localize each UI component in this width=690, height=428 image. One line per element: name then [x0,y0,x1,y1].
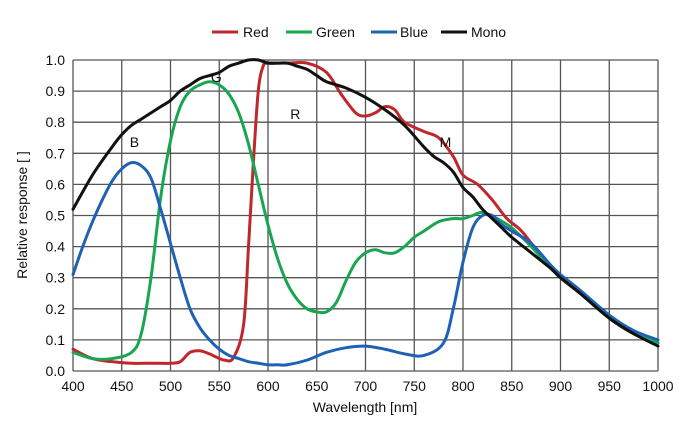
y-tick-label: 0.5 [46,208,66,224]
x-tick-label: 1000 [642,378,673,394]
y-tick-label: 0.2 [46,301,66,317]
legend: Red Green Blue Mono [212,24,506,40]
series-layer [71,58,660,367]
x-tick-label: 650 [305,378,329,394]
x-tick-label: 600 [256,378,280,394]
annotation-g: G [211,69,222,85]
annotation-r: R [290,106,300,122]
curve-annotations: G R B M [130,69,452,150]
x-tick-label: 950 [598,378,622,394]
legend-label-blue: Blue [400,24,428,40]
y-axis-title: Relative response [ ] [14,151,30,279]
y-tick-label: 0.3 [46,270,66,286]
y-tick-label: 0.8 [46,114,66,130]
legend-label-mono: Mono [471,24,506,40]
grid [72,59,659,372]
y-tick-label: 0.7 [46,145,66,161]
y-tick-label: 0.4 [46,239,66,255]
legend-label-red: Red [243,24,269,40]
x-tick-label: 450 [110,378,134,394]
tick-labels: 400 450 500 550 600 650 700 750 800 850 900 950 1000… [46,52,674,394]
y-tick-label: 0.6 [46,176,66,192]
annotation-b: B [130,134,139,150]
y-tick-label: 0.1 [46,332,66,348]
legend-label-green: Green [316,24,355,40]
series-line-mono [71,58,660,348]
y-tick-label: 1.0 [46,52,66,68]
y-tick-label: 0.9 [46,83,66,99]
x-tick-label: 750 [403,378,427,394]
x-tick-label: 850 [500,378,524,394]
y-tick-label: 0.0 [46,363,66,379]
x-tick-label: 800 [451,378,475,394]
annotation-m: M [440,134,452,150]
x-axis-title: Wavelength [nm] [313,399,418,415]
x-tick-label: 550 [208,378,232,394]
x-tick-label: 400 [61,378,85,394]
series-line-blue [71,161,660,367]
x-tick-label: 500 [159,378,183,394]
x-tick-label: 900 [549,378,573,394]
x-tick-label: 700 [354,378,378,394]
series-line-red [71,60,660,365]
